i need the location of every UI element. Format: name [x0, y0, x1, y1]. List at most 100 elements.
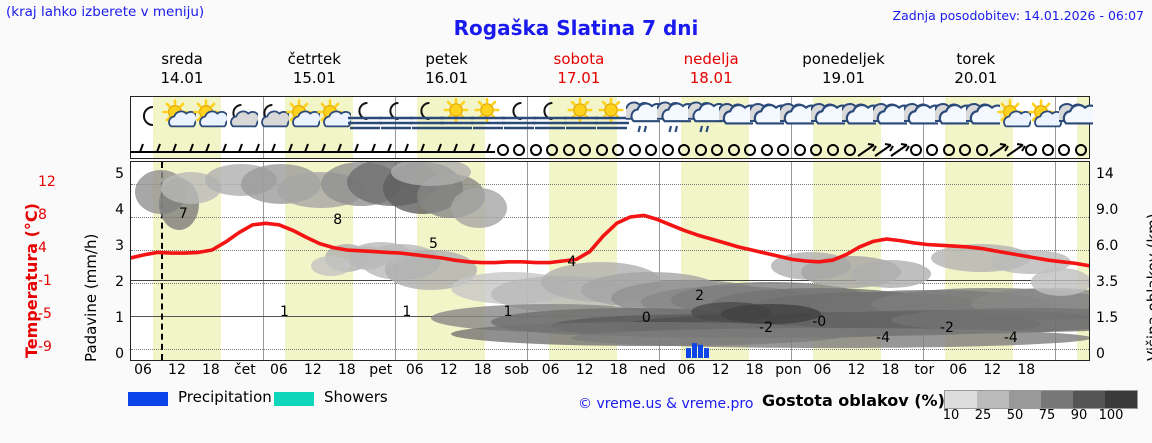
day-separator	[263, 97, 264, 158]
wind-barb-calm	[940, 141, 968, 159]
day-date: 14.01	[160, 69, 204, 87]
hour-label: 06	[134, 362, 152, 378]
hour-label: ned	[639, 362, 666, 378]
wind-barb-calm	[1055, 141, 1083, 159]
wind-barb-row	[130, 141, 1089, 159]
precipitation-axis-title-text: Padavine (mm/h)	[82, 233, 100, 362]
hour-label: 06	[813, 362, 832, 378]
temperature-axis-title: Temperatura (°C)	[2, 170, 41, 360]
showers-legend-label: Showers	[324, 388, 388, 406]
day-name: torek	[956, 50, 996, 68]
precipitation-bars	[686, 343, 709, 358]
current-time-line	[161, 162, 163, 360]
day-name: četrtek	[287, 50, 341, 68]
wind-barb-barb	[427, 141, 456, 159]
day-separator	[923, 97, 924, 158]
weather-icon-moon	[131, 98, 165, 138]
cloud-density-tick: 100	[1098, 408, 1124, 423]
day-name: ponedeljek	[802, 50, 885, 68]
wind-barb-barb	[311, 141, 340, 159]
day-header-nedelja: nedelja 18.01	[645, 50, 777, 88]
wind-barb-calm	[494, 141, 522, 159]
hour-label: 18	[337, 362, 356, 378]
cloud-density-swatch	[1073, 391, 1105, 408]
weather-icon-cloud	[780, 98, 815, 138]
temperature-value-label: 5	[429, 236, 438, 252]
temperature-tick: -9	[38, 339, 52, 355]
wind-barb-barb	[460, 141, 489, 159]
day-header-row: sreda 14.01 četrtek 15.01 petek 16.01 sobota 17…	[130, 50, 1090, 93]
wind-barb-calm	[824, 141, 852, 159]
wind-barb-calm	[609, 141, 637, 159]
wind-barb-barb	[130, 141, 158, 159]
wind-barb-calm	[841, 141, 869, 159]
cloud-density-tick: 50	[1006, 408, 1024, 423]
wind-barb-arrow	[873, 141, 902, 159]
cloud-density-tick: 75	[1038, 408, 1056, 423]
weather-icon-moon-fog	[533, 98, 568, 138]
temperature-value-label: -2	[759, 320, 773, 336]
day-date: 20.01	[954, 69, 998, 87]
temperature-tick: -1	[38, 273, 52, 289]
location-menu-note[interactable]: (kraj lahko izberete v meniju)	[6, 4, 205, 20]
wind-barb-calm	[923, 141, 951, 159]
wind-barb-arrow	[890, 141, 918, 159]
temperature-value-label: 1	[402, 304, 412, 320]
day-header-torek: torek 20.01	[910, 50, 1042, 88]
wind-barb-calm	[692, 141, 720, 159]
precipitation-legend-swatch	[128, 392, 168, 406]
temperature-tick: 4	[38, 240, 47, 256]
wind-barb-calm	[642, 141, 670, 159]
day-date: 16.01	[425, 69, 469, 87]
temperature-value-label: 4	[567, 254, 577, 270]
weather-icon-sun-cloud	[997, 98, 1031, 138]
hour-label: 12	[575, 362, 594, 378]
cloud-height-tick: 0	[1096, 346, 1105, 362]
horizontal-gridline	[131, 184, 1089, 185]
wind-barb-calm	[510, 141, 538, 159]
temperature-value-label: 2	[695, 288, 705, 304]
wind-barb-calm	[1039, 141, 1067, 159]
precipitation-tick: 5	[115, 166, 124, 182]
copyright-link[interactable]: © vreme.us & vreme.pro	[578, 396, 754, 412]
wind-barb-barb	[328, 141, 356, 159]
weather-icon-cloud	[842, 98, 877, 138]
cloud-height-axis-title: Višina oblakov (km)	[1124, 165, 1152, 365]
temperature-value-labels: 7 1 8 1 5 1 4 0 2 -2 -0 -4 -2 -4	[131, 162, 1089, 360]
temperature-value-label: 0	[641, 310, 651, 326]
page-title: Rogaška Slatina 7 dni	[453, 16, 699, 40]
weather-icon-moon-fog	[378, 98, 413, 138]
hour-label: 18	[881, 362, 900, 378]
weather-icon-cloud-drizzle	[687, 98, 722, 138]
temperature-line	[131, 213, 1089, 268]
hour-label: 06	[677, 362, 696, 378]
temperature-value-label: -4	[1003, 330, 1018, 346]
hour-label: sob	[504, 362, 530, 378]
wind-barb-calm	[956, 141, 984, 159]
wind-barb-barb	[444, 141, 472, 159]
wind-barb-barb	[196, 141, 224, 159]
hour-label: 12	[168, 362, 186, 378]
wind-barb-barb	[146, 141, 175, 159]
hour-label: 06	[405, 362, 424, 378]
wind-barb-calm	[907, 141, 935, 159]
weather-icon-moon-fog	[347, 98, 382, 138]
wind-barb-barb	[378, 141, 406, 159]
weather-icon-band	[130, 96, 1093, 159]
wind-barb-barb	[212, 141, 241, 159]
hour-label: 18	[609, 362, 628, 378]
wind-barb-barb	[262, 141, 290, 159]
wind-barb-calm	[659, 141, 687, 159]
weather-icon-sun-fog	[564, 98, 599, 138]
day-separator	[263, 162, 264, 360]
day-date: 15.01	[292, 69, 336, 87]
precipitation-legend-label: Precipitation	[178, 388, 272, 406]
cloud-height-tick: 1.5	[1096, 310, 1119, 326]
cloud-height-axis-ticks	[0, 0, 1, 1]
weather-icon-cloud	[1058, 98, 1093, 138]
precipitation-tick: 0	[115, 346, 124, 362]
hour-axis-labels: 06 12 18 čet 06 12 18 pet 06 12 18 sob 06 12 18 ned 06 12…	[130, 362, 1090, 380]
wind-barb-calm	[560, 141, 588, 159]
weather-icon-moon-cloud	[255, 98, 290, 138]
hour-label: 12	[439, 362, 458, 378]
